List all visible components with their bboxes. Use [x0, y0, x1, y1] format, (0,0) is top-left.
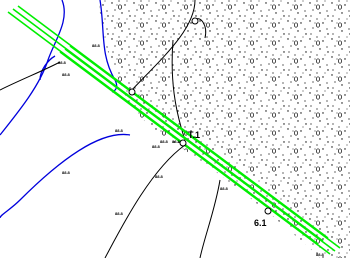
stipple-area — [100, 0, 350, 258]
label: 88.8 — [62, 170, 71, 175]
label: 88.8 — [172, 139, 181, 144]
label: 88.8 — [92, 43, 101, 48]
label: 88.8 — [316, 252, 325, 257]
map: T.1 6.1 88.8 88.8 88.8 88.8 88.8 88.8 88… — [0, 0, 350, 258]
label: T.1 — [188, 130, 200, 140]
label: 88.8 — [160, 139, 169, 144]
label: 88.8 — [58, 60, 67, 65]
label: 88.8 — [62, 72, 71, 77]
label: 88.8 — [115, 128, 124, 133]
label: 88.8 — [220, 186, 229, 191]
label: 88.8 — [152, 144, 161, 149]
label: 88.8 — [115, 211, 124, 216]
label: 88.8 — [155, 174, 164, 179]
label: 6.1 — [254, 218, 267, 228]
